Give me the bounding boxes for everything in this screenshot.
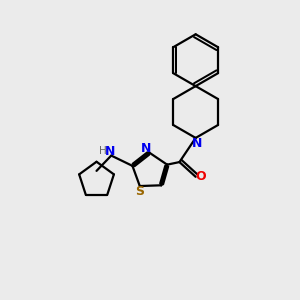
Text: H: H — [99, 146, 107, 156]
Text: O: O — [196, 170, 206, 183]
Text: N: N — [105, 145, 115, 158]
Text: N: N — [192, 137, 202, 150]
Text: N: N — [141, 142, 151, 155]
Text: S: S — [135, 185, 144, 198]
